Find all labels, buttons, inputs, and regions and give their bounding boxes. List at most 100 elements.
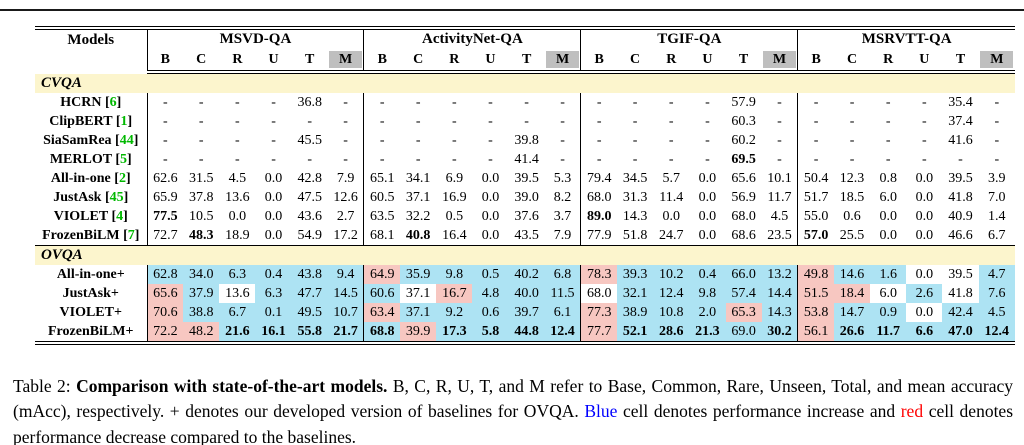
table-row: VIOLET [4] 77.5 10.5 0.0 0.0 43.6 2.7 63.5 32.2 0… xyxy=(35,207,1015,226)
cell: 13.6 xyxy=(225,189,250,205)
caption-segment: Table 2: xyxy=(13,375,77,396)
cell: - xyxy=(488,94,493,110)
model-label: All-in-one+ xyxy=(35,265,148,284)
cell: - xyxy=(922,94,927,110)
metric-header-r: R xyxy=(436,49,473,74)
cell: 1.6 xyxy=(870,265,907,284)
cell: 57.4 xyxy=(725,284,762,303)
cell: 13.2 xyxy=(761,265,799,284)
cell: 47.7 xyxy=(291,284,328,303)
cell: 65.6 xyxy=(147,284,184,303)
cell: 41.8 xyxy=(948,189,973,205)
cell: 0.0 xyxy=(698,170,717,186)
cell: 40.8 xyxy=(405,227,431,243)
cell: 6.6 xyxy=(906,322,943,343)
cell: 17.2 xyxy=(327,226,365,246)
cell: 0.0 xyxy=(915,227,934,243)
cell: 54.9 xyxy=(297,227,322,243)
cell: - xyxy=(994,113,1000,129)
cell: 10.1 xyxy=(761,169,799,188)
cell: 43.8 xyxy=(291,265,328,284)
cell: 0.6 xyxy=(843,208,861,224)
table-row: HCRN [6] - - - -36.8- - - - - - - - - - -57.9- - - - -35.4… xyxy=(35,93,1015,112)
cell: 21.6 xyxy=(219,322,256,343)
cell: 11.7 xyxy=(870,322,907,343)
cell: 0.0 xyxy=(698,208,717,224)
cell: - xyxy=(415,94,421,110)
results-table: Models MSVD-QA ActivityNet-QA TGIF-QA MSRVTT… xyxy=(35,26,1015,345)
cell: 30.2 xyxy=(761,322,799,343)
cell: - xyxy=(632,132,638,148)
cell: - xyxy=(162,151,168,167)
cell: - xyxy=(327,131,365,150)
metric-header-b: B xyxy=(797,49,834,74)
cell: 9.8 xyxy=(436,265,473,284)
cell: 89.0 xyxy=(586,208,612,224)
cell: 5.3 xyxy=(544,169,582,188)
table-row: SiaSamRea [44] - - - -45.5- - - - -39.8- - - - -60.2… xyxy=(35,131,1015,150)
metric-m-highlight: M xyxy=(762,51,797,68)
cell: 62.8 xyxy=(147,265,184,284)
cell: 39.5 xyxy=(948,170,973,186)
cell: 51.5 xyxy=(797,284,834,303)
cell: - xyxy=(705,132,710,148)
cell: - xyxy=(922,132,927,148)
cell: 34.5 xyxy=(622,170,648,186)
cell: 6.0 xyxy=(879,285,897,301)
cell: - xyxy=(524,113,529,129)
cell: - xyxy=(596,151,602,167)
cell: 50.4 xyxy=(803,170,829,186)
caption-segment: Comparison with state-of-the-art models. xyxy=(76,375,393,396)
caption-segment: B, C, R, U, T, and M refer to Base, Comm… xyxy=(13,375,1013,422)
cell: 14.3 xyxy=(761,303,799,322)
metric-header-u: U xyxy=(906,49,943,74)
cell: - xyxy=(198,151,204,167)
model-label: VIOLET [4] xyxy=(35,207,148,226)
table-row: JustAsk [45] 65.9 37.8 13.6 0.0 47.5 12.6 60.5 3… xyxy=(35,188,1015,207)
cell: - xyxy=(885,151,891,167)
cell: 34.0 xyxy=(183,265,220,284)
cell: 14.5 xyxy=(327,284,365,303)
model-label: All-in-one [2] xyxy=(35,169,148,188)
cell: 37.9 xyxy=(183,284,220,303)
cell: - xyxy=(632,151,638,167)
cell: 3.7 xyxy=(544,207,582,226)
cell: 34.1 xyxy=(405,170,431,186)
cell: 18.4 xyxy=(833,284,871,303)
cell: 9.2 xyxy=(436,303,473,322)
metric-header-b: B xyxy=(363,49,401,74)
cell: 16.1 xyxy=(255,322,292,343)
cell: 65.3 xyxy=(725,303,762,322)
cell: 68.8 xyxy=(363,322,401,343)
cell: 60.3 xyxy=(731,113,756,129)
cell: 63.5 xyxy=(370,208,395,224)
cell: 4.5 xyxy=(228,170,247,186)
cell: - xyxy=(885,94,891,110)
cell: - xyxy=(451,132,457,148)
citation-number: 1 xyxy=(120,113,128,129)
cell: 40.2 xyxy=(508,265,545,284)
cell: 12.3 xyxy=(839,170,865,186)
cell: - xyxy=(922,151,927,167)
table-row: MERLOT [5] - - - - - - - - - -41.4- - - - -69.5- - - - - - - xyxy=(35,150,1015,169)
cell: 10.2 xyxy=(653,265,690,284)
cell: 0.0 xyxy=(915,189,934,205)
cell: 68.0 xyxy=(731,208,756,224)
cell: - xyxy=(761,131,799,150)
cell: - xyxy=(524,94,529,110)
cell: 11.4 xyxy=(659,189,684,205)
table-row: JustAsk+ 65.6 37.9 13.6 6.3 47.7 14.5 60.6 37.1 1… xyxy=(35,284,1015,303)
cell: - xyxy=(327,112,365,131)
cell: 57.9 xyxy=(731,94,756,110)
cell: - xyxy=(958,151,963,167)
cell: 51.8 xyxy=(622,227,648,243)
citation-number: 44 xyxy=(119,132,134,148)
cell: 5.8 xyxy=(472,322,509,343)
cell: 0.0 xyxy=(228,208,247,224)
cell: - xyxy=(235,113,240,129)
cell: 69.0 xyxy=(725,322,762,343)
caption-segment: Blue xyxy=(584,401,618,421)
model-label: FrozenBiLM+ xyxy=(35,322,148,343)
cell: - xyxy=(327,150,365,169)
